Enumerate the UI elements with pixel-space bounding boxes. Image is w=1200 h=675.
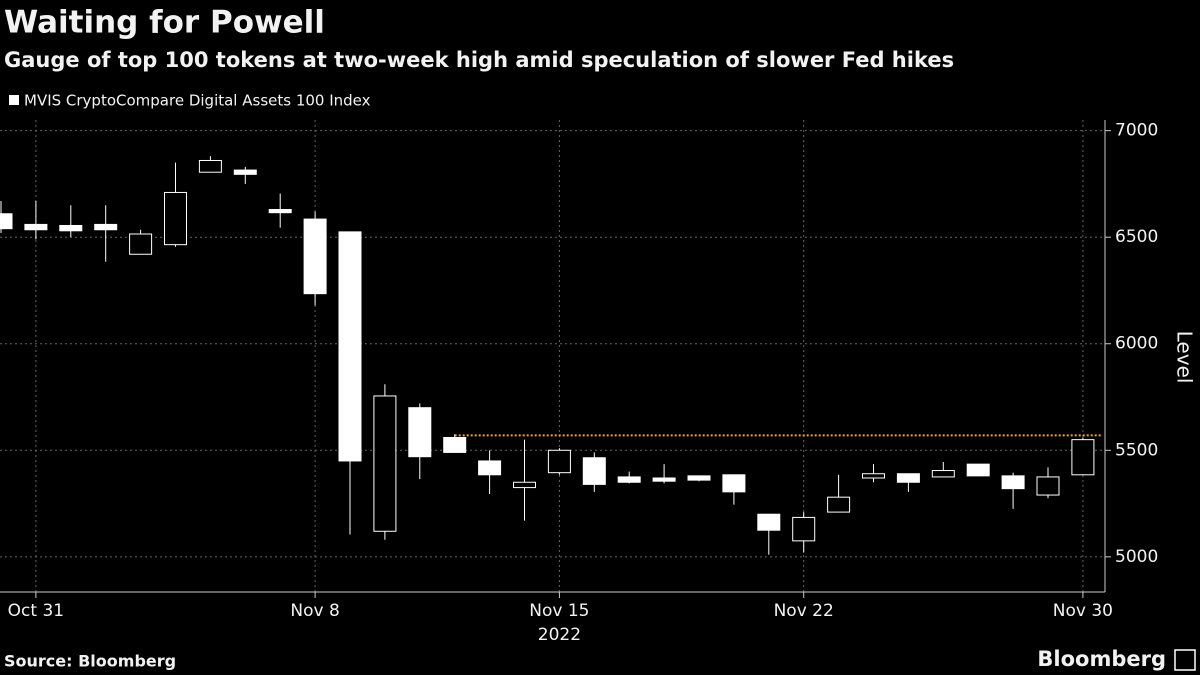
candle-body: [443, 437, 467, 453]
brand: Bloomberg: [1037, 647, 1166, 671]
x-tick-label: Nov 22: [774, 601, 834, 621]
x-year-label: 2022: [538, 625, 581, 645]
candle-body: [931, 470, 955, 478]
candle-body: [1036, 476, 1060, 496]
candle-body: [722, 474, 746, 493]
candle-body: [1071, 439, 1095, 476]
candle-body: [303, 218, 327, 295]
brand-icon: [1174, 649, 1196, 671]
candle-body: [233, 169, 257, 175]
candle-body: [164, 191, 187, 246]
candle-body: [198, 159, 222, 173]
candle-body: [582, 457, 606, 485]
chart-title: Waiting for Powell: [4, 5, 325, 41]
candle-body: [827, 496, 851, 513]
candle-body: [373, 395, 397, 532]
chart-subtitle: Gauge of top 100 tokens at two-week high…: [4, 48, 954, 72]
candle-body: [687, 475, 711, 481]
candle-body: [268, 208, 292, 214]
candle-body: [966, 463, 990, 477]
candle-body: [478, 460, 502, 476]
candle-body: [59, 224, 83, 232]
candle-body: [0, 213, 13, 230]
y-tick-label: 6500: [1115, 227, 1158, 247]
candle-body: [652, 477, 676, 482]
x-tick-label: Nov 8: [290, 601, 339, 621]
y-tick-label: 6000: [1115, 334, 1158, 354]
y-tick-label: 5000: [1115, 547, 1158, 567]
candle-body: [24, 223, 48, 231]
legend-label: MVIS CryptoCompare Digital Assets 100 In…: [24, 92, 371, 110]
candle-body: [408, 407, 432, 458]
candle-body: [896, 473, 920, 483]
candle-body: [129, 233, 153, 255]
source: Source: Bloomberg: [4, 652, 176, 671]
candle-body: [792, 516, 816, 542]
y-tick-label: 5500: [1115, 440, 1158, 460]
y-tick-label: 7000: [1115, 121, 1158, 141]
x-tick-label: Nov 15: [529, 601, 589, 621]
y-axis-label: Level: [1173, 331, 1197, 384]
candle-body: [94, 223, 118, 231]
candle-body: [338, 231, 362, 462]
candle-body: [1001, 475, 1025, 490]
candle-body: [757, 513, 781, 531]
legend-swatch: [9, 95, 19, 105]
x-tick-label: Nov 30: [1053, 601, 1113, 621]
candle-body: [513, 481, 536, 489]
candle-body: [617, 476, 641, 483]
x-tick-label: Oct 31: [8, 601, 64, 621]
candle-body: [547, 449, 571, 474]
candle-body: [862, 473, 885, 479]
